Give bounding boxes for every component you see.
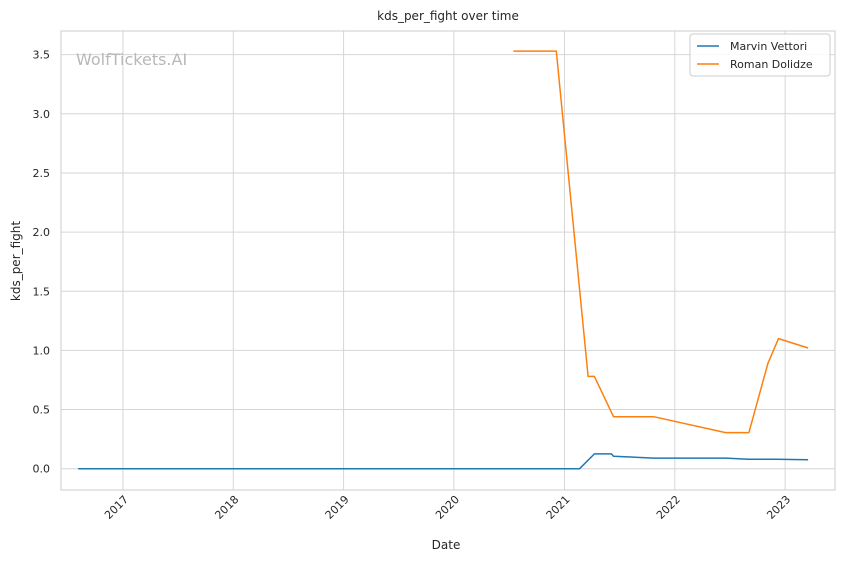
plot-frame — [60, 30, 836, 491]
legend: Marvin Vettori Roman Dolidze — [689, 33, 831, 77]
legend-box — [689, 33, 831, 77]
series-lines — [78, 50, 809, 470]
legend-label: Marvin Vettori — [730, 40, 807, 53]
legend-label: Roman Dolidze — [730, 58, 813, 71]
y-tick-label: 1.5 — [33, 285, 51, 298]
y-tick-label: 2.5 — [33, 167, 51, 180]
y-tick-label: 0.5 — [33, 404, 51, 417]
series-line-0 — [78, 453, 809, 470]
chart-title: kds_per_fight over time — [377, 9, 519, 23]
series-line-1 — [513, 50, 809, 434]
y-tick-label: 3.0 — [33, 108, 51, 121]
y-tick-label: 0.0 — [33, 463, 51, 476]
grid — [61, 31, 835, 490]
watermark: WolfTickets.AI — [76, 50, 187, 69]
x-axis-label: Date — [432, 538, 461, 552]
y-tick-label: 1.0 — [33, 344, 51, 357]
y-axis-label: kds_per_fight — [9, 221, 23, 302]
y-tick-label: 3.5 — [33, 49, 51, 62]
y-axis: 0.0 0.5 1.0 1.5 2.0 2.5 3.0 3.5 — [33, 49, 51, 476]
y-tick-label: 2.0 — [33, 226, 51, 239]
